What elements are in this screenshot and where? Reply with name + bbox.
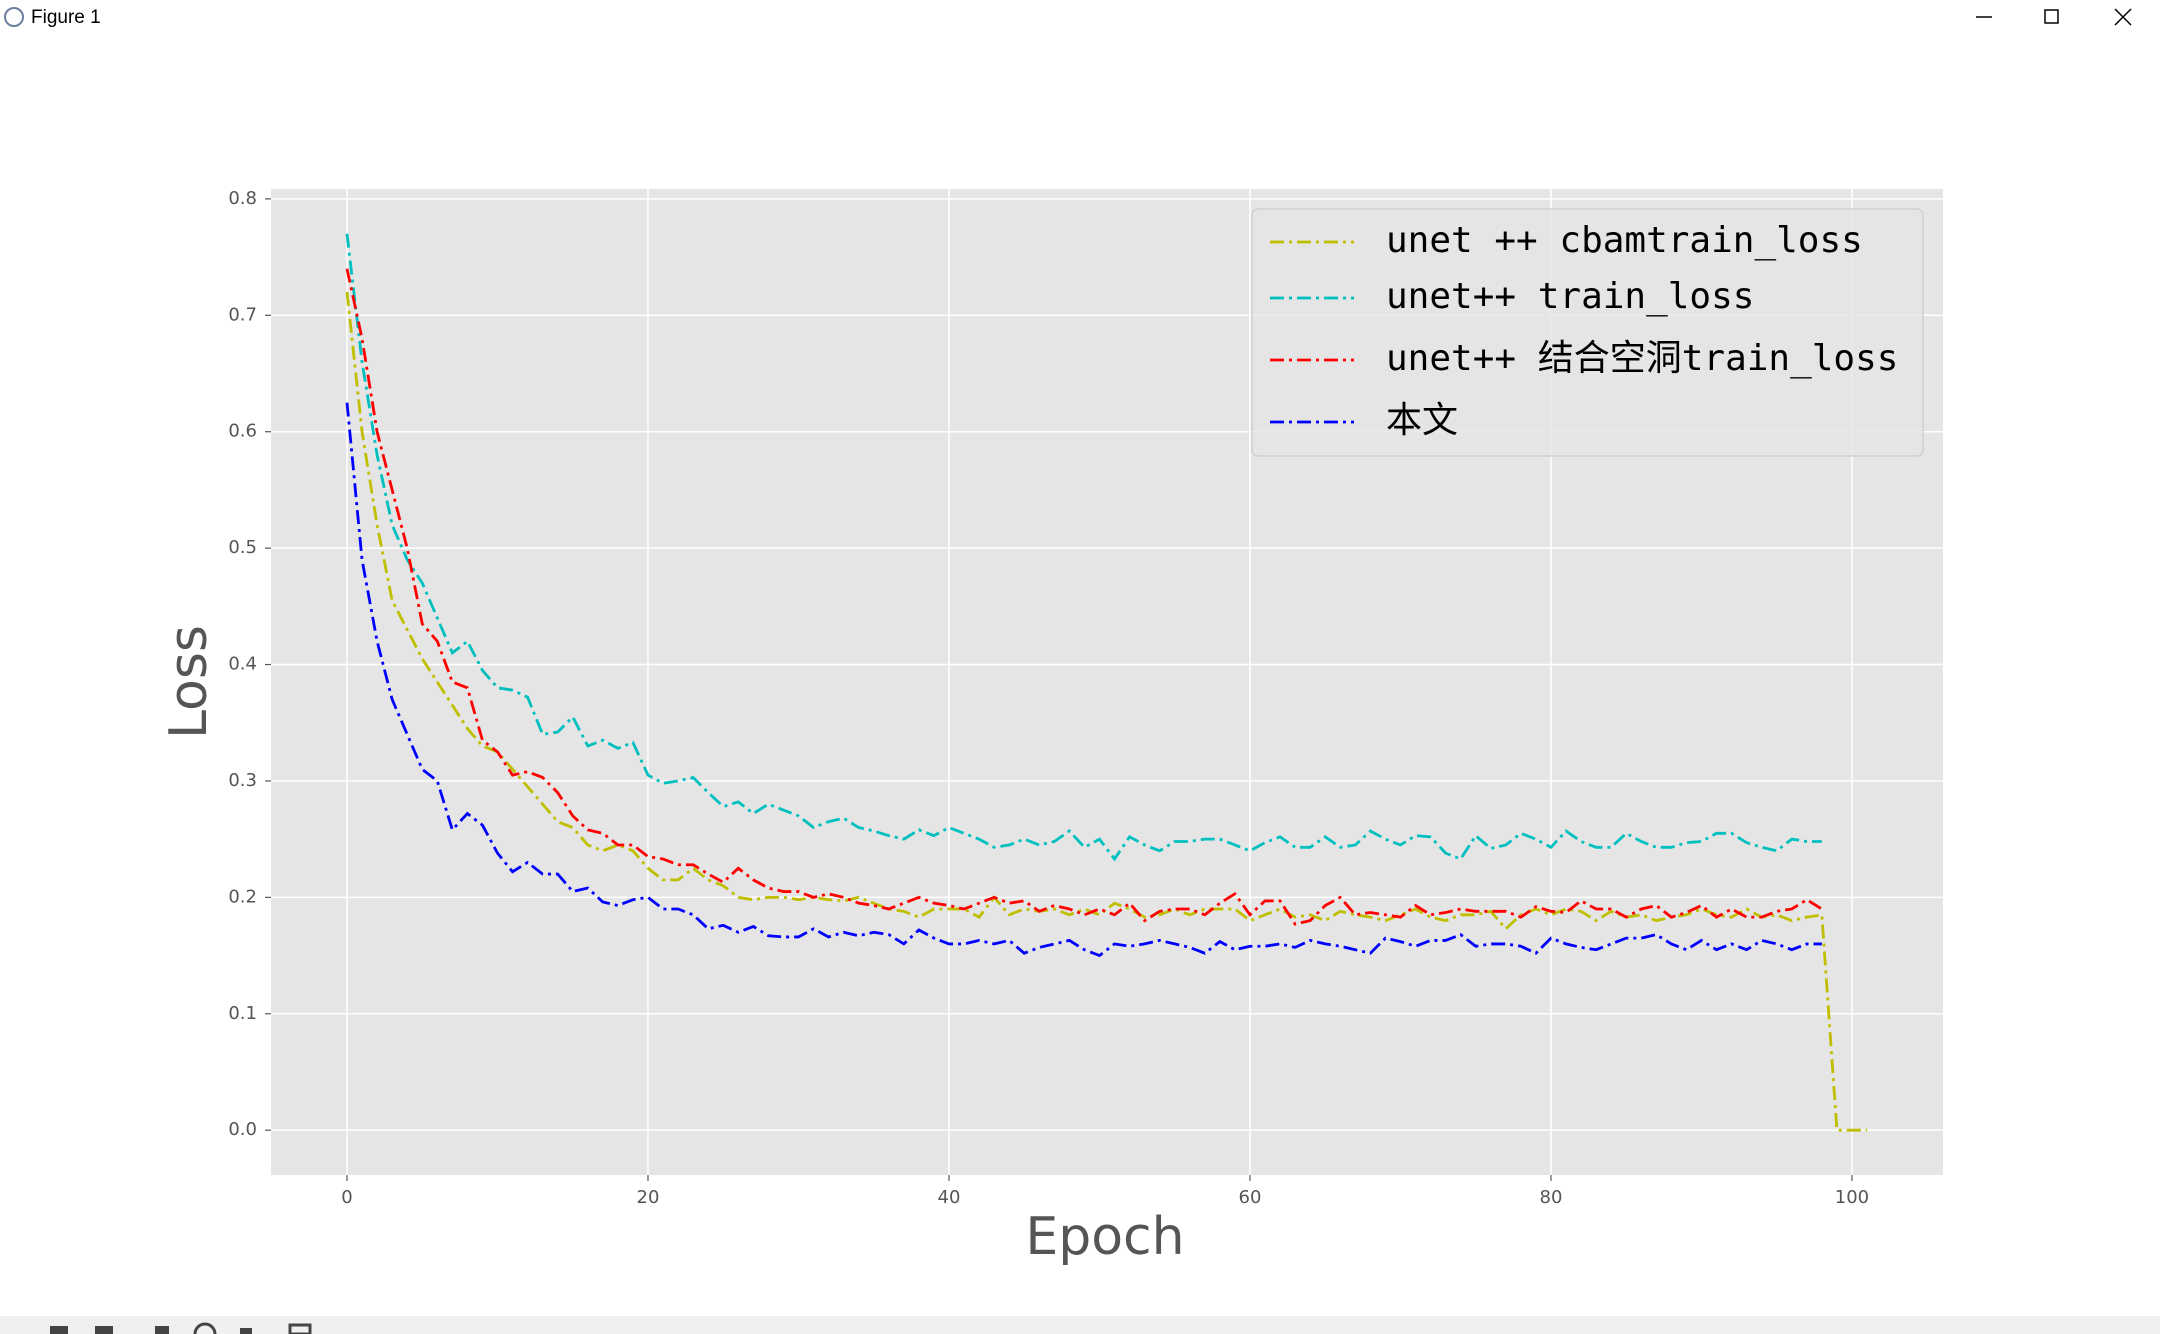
- lines: [345, 233, 1867, 1132]
- y-tick-label: 0.5: [228, 537, 257, 558]
- y-tick-label: 0.0: [228, 1119, 257, 1140]
- toolbar-icon[interactable]: [193, 1322, 217, 1334]
- toolbar-icon[interactable]: [288, 1323, 312, 1334]
- series-line: [345, 233, 1822, 862]
- x-tick-label: 0: [341, 1187, 352, 1208]
- app-icon: [4, 7, 24, 27]
- x-tick-label: 60: [1239, 1187, 1262, 1208]
- legend-label: unet ++ cbamtrain_loss: [1386, 220, 1863, 261]
- y-tick-label: 0.4: [228, 654, 257, 675]
- toolbar: [0, 1316, 2160, 1334]
- y-tick-label: 0.1: [228, 1003, 257, 1024]
- y-axis-label: Loss: [159, 625, 219, 739]
- toolbar-icon[interactable]: [95, 1326, 113, 1334]
- x-tick-label: 20: [637, 1187, 660, 1208]
- window-title: Figure 1: [31, 7, 101, 28]
- legend: unet ++ cbamtrain_loss unet++ train_lossu…: [1270, 220, 1898, 441]
- x-tick-label: 100: [1835, 1187, 1869, 1208]
- toolbar-icon[interactable]: [155, 1326, 169, 1334]
- y-tick-label: 0.2: [228, 886, 257, 907]
- x-tick-label: 40: [938, 1187, 961, 1208]
- y-tick-label: 0.6: [228, 421, 257, 442]
- y-tick-label: 0.8: [228, 188, 257, 209]
- toolbar-icons: [50, 1322, 312, 1334]
- series-line: [345, 268, 1823, 926]
- legend-box: [1251, 208, 1924, 457]
- y-tick-label: 0.7: [228, 304, 257, 325]
- legend-label: 本文: [1386, 400, 1458, 441]
- series-line: [345, 402, 1822, 958]
- restore-button[interactable]: [2044, 9, 2059, 24]
- legend-label: unet++ 结合空洞train_loss: [1386, 338, 1898, 379]
- legend-label: unet++ train_loss: [1386, 276, 1754, 317]
- toolbar-icon[interactable]: [240, 1328, 252, 1334]
- x-tick-label: 80: [1540, 1187, 1563, 1208]
- grid: 0.0 0.1 0.2 0.3 0.4 0.5 0.6 0.7 0.8 0 20 40 60 80 100: [228, 188, 1943, 1208]
- toolbar-icon[interactable]: [50, 1326, 68, 1334]
- x-axis-label: Epoch: [1025, 1207, 1184, 1267]
- y-tick-label: 0.3: [228, 770, 257, 791]
- close-button[interactable]: [2114, 8, 2132, 26]
